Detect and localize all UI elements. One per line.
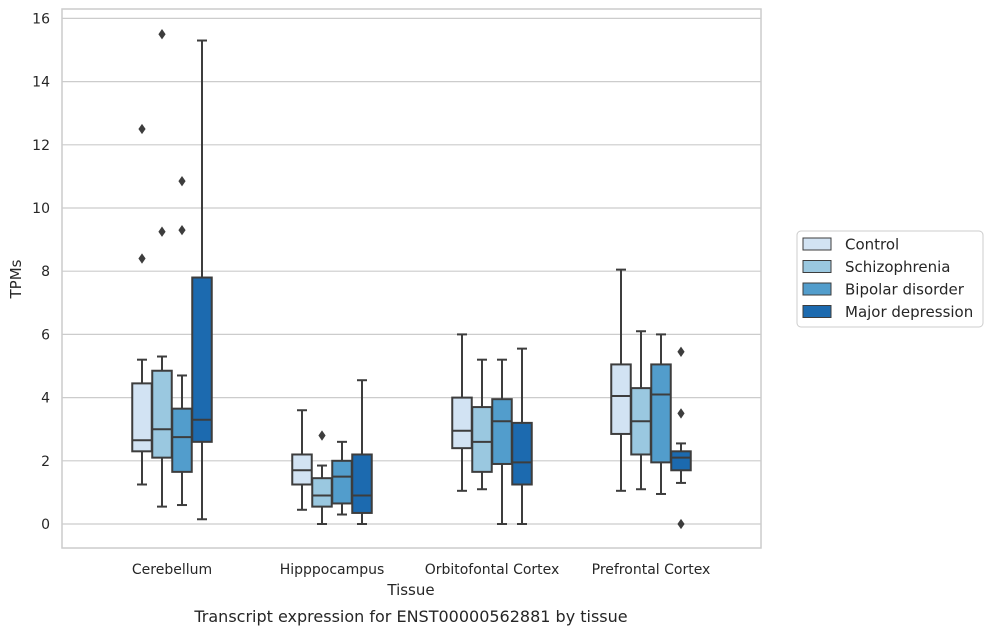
outlier-point — [158, 226, 166, 237]
box-control — [131, 123, 153, 486]
legend-label: Bipolar disorder — [845, 281, 965, 299]
box-bipolar-disorder — [650, 333, 672, 495]
box-iqr — [670, 450, 692, 472]
legend-item: Control — [802, 236, 899, 254]
box-iqr — [171, 407, 193, 473]
y-tick-label: 8 — [41, 264, 50, 280]
outlier-point — [178, 224, 186, 236]
box-iqr — [191, 276, 213, 443]
box-group-prefrontal-cortex — [610, 268, 692, 530]
x-tick-label: Cerebellum — [132, 562, 212, 578]
legend-frame — [796, 230, 984, 328]
y-tick-labels: 0 2 4 6 8 10 12 14 16 — [32, 11, 50, 533]
box-control — [610, 268, 632, 492]
legend-swatch — [802, 282, 832, 296]
box-control — [291, 409, 313, 511]
box-iqr — [351, 453, 373, 514]
box-schizophrenia — [311, 430, 333, 525]
legend-label: Major depression — [845, 303, 973, 321]
box-major-depression — [670, 346, 692, 530]
y-tick-label: 12 — [32, 138, 50, 154]
legend-swatch — [802, 305, 832, 318]
box-iqr — [331, 459, 353, 505]
box-iqr — [610, 363, 632, 435]
x-tick-label: Orbitofontal Cortex — [425, 562, 560, 578]
plot-frame — [61, 8, 762, 549]
box-major-depression — [351, 379, 373, 525]
box-iqr — [491, 398, 513, 465]
y-tick-label: 2 — [41, 454, 50, 470]
y-tick-label: 14 — [32, 75, 50, 91]
box-groups — [131, 29, 692, 530]
box-group-orbitofontal-cortex — [451, 333, 533, 525]
box-major-depression — [511, 347, 533, 525]
box-schizophrenia — [151, 29, 173, 508]
y-tick-label: 4 — [41, 391, 50, 407]
outlier-point — [677, 408, 685, 419]
box-major-depression — [191, 39, 213, 521]
legend-swatch — [802, 237, 832, 251]
legend: Control Schizophrenia Bipolar disorder Majo… — [796, 230, 984, 328]
box-bipolar-disorder — [331, 440, 353, 516]
figure-caption: Transcript expression for ENST0000056288… — [193, 607, 627, 626]
outlier-point — [138, 253, 146, 264]
box-iqr — [151, 369, 173, 459]
box-schizophrenia — [630, 330, 652, 491]
y-tick-label: 6 — [41, 327, 50, 343]
box-schizophrenia — [471, 358, 493, 491]
box-bipolar-disorder — [171, 175, 193, 507]
outlier-point — [318, 430, 326, 441]
legend-swatch — [802, 260, 832, 273]
box-control — [451, 333, 473, 492]
outlier-point — [138, 123, 146, 135]
box-iqr — [471, 406, 493, 473]
x-axis-title: Tissue — [386, 581, 434, 599]
y-tick-label: 16 — [32, 11, 50, 27]
y-tick-label: 0 — [41, 517, 50, 533]
y-axis-title: TPMs — [7, 259, 25, 299]
x-tick-labels: Cerebellum Hipppocampus Orbitofontal Corte… — [132, 562, 710, 578]
outlier-point — [677, 346, 685, 357]
legend-label: Control — [845, 236, 899, 254]
outlier-point — [677, 518, 685, 530]
x-tick-label: Hipppocampus — [280, 562, 385, 578]
legend-label: Schizophrenia — [845, 258, 950, 276]
box-iqr — [511, 421, 533, 486]
box-iqr — [311, 477, 333, 508]
outlier-point — [158, 29, 166, 40]
outlier-point — [178, 175, 186, 187]
legend-item: Schizophrenia — [802, 258, 950, 276]
box-group-cerebellum — [131, 29, 213, 521]
legend-item: Major depression — [802, 303, 973, 321]
box-group-hipppocampus — [291, 379, 373, 525]
y-tick-label: 10 — [32, 201, 50, 217]
box-iqr — [650, 363, 672, 464]
box-iqr — [451, 396, 473, 450]
legend-item: Bipolar disorder — [802, 281, 965, 299]
x-tick-label: Prefrontal Cortex — [592, 562, 711, 578]
box-bipolar-disorder — [491, 358, 513, 525]
